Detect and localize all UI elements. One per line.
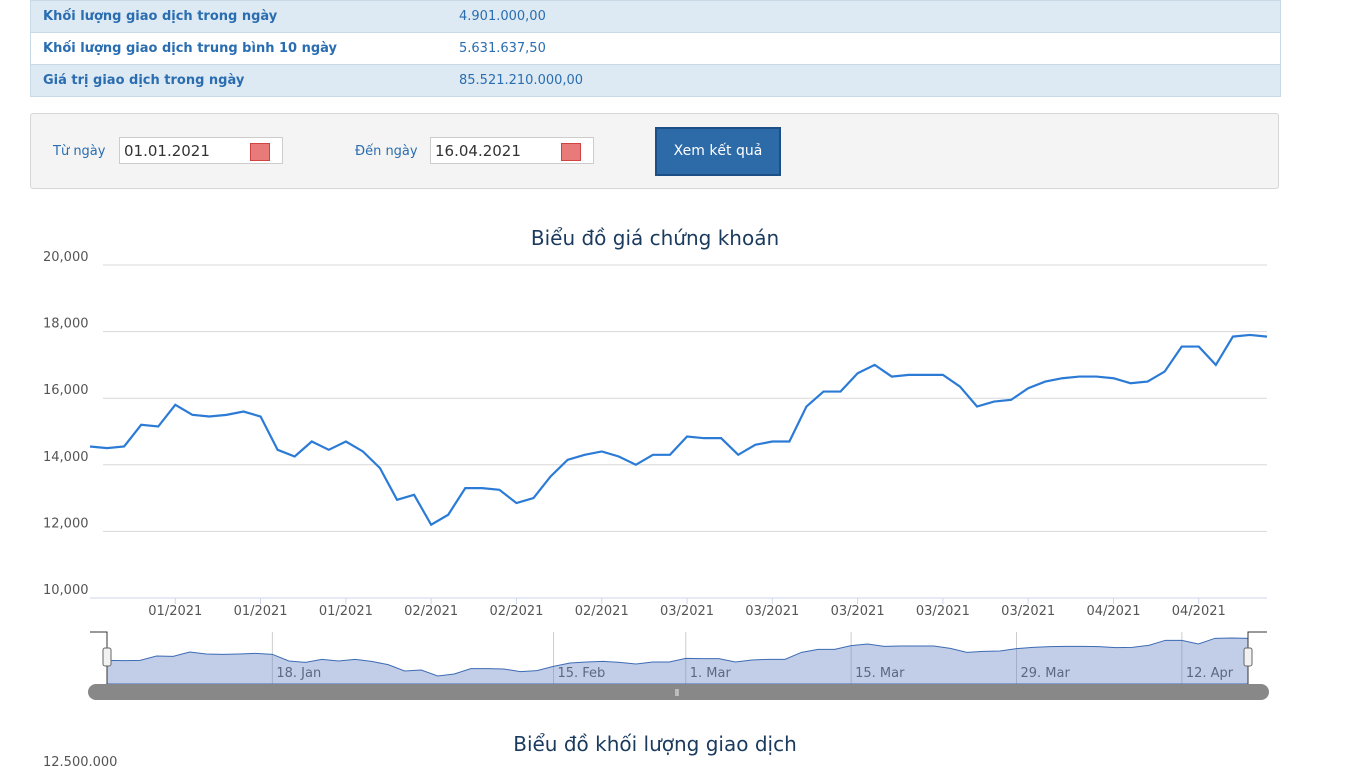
price-line (89, 333, 1268, 527)
to-input[interactable]: 16.04.2021 (430, 137, 594, 164)
submit-button[interactable]: Xem kết quả (655, 127, 781, 176)
calendar-icon[interactable] (561, 143, 581, 161)
x-tick-label: 03/2021 (745, 604, 799, 619)
row-label: Giá trị giao dịch trong ngày (43, 73, 245, 88)
row-label: Khối lượng giao dịch trung bình 10 ngày (43, 41, 337, 56)
table-row: Giá trị giao dịch trong ngày 85.521.210.0… (31, 64, 1280, 96)
x-tick-label: 03/2021 (916, 604, 970, 619)
navigator-label: 1. Mar (690, 666, 732, 681)
info-table: Khối lượng giao dịch trong ngày 4.901.000… (30, 0, 1281, 97)
y-tick-label: 18,000 (43, 317, 89, 332)
y-tick-label: 12.500.000 (43, 755, 117, 767)
y-tick-label: 10,000 (43, 583, 89, 598)
x-tick-label: 03/2021 (831, 604, 885, 619)
x-tick-label: 02/2021 (404, 604, 458, 619)
table-row: Khối lượng giao dịch trong ngày 4.901.000… (31, 0, 1280, 32)
row-value: 5.631.637,50 (459, 41, 546, 56)
navigator-outline (90, 631, 1267, 684)
y-tick-label: 16,000 (43, 383, 89, 398)
from-input[interactable]: 01.01.2021 (119, 137, 283, 164)
navigator-area (106, 637, 1249, 685)
x-tick-label: 03/2021 (1001, 604, 1055, 619)
x-tick-label: 02/2021 (575, 604, 629, 619)
from-label: Từ ngày (53, 144, 106, 159)
calendar-icon[interactable] (250, 143, 270, 161)
navigator-bg (90, 632, 1267, 684)
y-tick-label: 12,000 (43, 516, 89, 531)
y-tick-label: 20,000 (43, 250, 89, 265)
navigator-label: 29. Mar (1020, 666, 1070, 681)
row-value: 4.901.000,00 (459, 9, 546, 24)
to-label: Đến ngày (355, 144, 418, 159)
x-tick-label: 02/2021 (489, 604, 543, 619)
navigator-label: 15. Feb (557, 666, 605, 681)
x-tick-label: 01/2021 (319, 604, 373, 619)
chart-title: Biểu đồ khối lượng giao dịch (513, 732, 797, 756)
navigator-handle[interactable] (102, 647, 112, 667)
table-row: Khối lượng giao dịch trung bình 10 ngày 5… (31, 32, 1280, 64)
navigator-label: 15. Mar (855, 666, 905, 681)
y-tick-label: 14,000 (43, 450, 89, 465)
x-tick-label: 03/2021 (660, 604, 714, 619)
x-tick-label: 01/2021 (148, 604, 202, 619)
row-value: 85.521.210.000,00 (459, 73, 584, 88)
to-value: 16.04.2021 (435, 142, 521, 160)
navigator-handle[interactable] (1243, 647, 1253, 667)
navigator-label: 18. Jan (276, 666, 321, 681)
from-value: 01.01.2021 (124, 142, 210, 160)
x-tick-label: 04/2021 (1172, 604, 1226, 619)
navigator-label: 12. Apr (1186, 666, 1234, 681)
scrollbar-grip: Ⅱ (675, 688, 680, 699)
x-tick-label: 01/2021 (234, 604, 288, 619)
date-form: Từ ngày 01.01.2021 Đến ngày 16.04.2021 X… (30, 113, 1279, 189)
row-label: Khối lượng giao dịch trong ngày (43, 9, 278, 24)
scrollbar-thumb[interactable] (88, 684, 1269, 700)
chart-title: Biểu đồ giá chứng khoán (531, 226, 779, 250)
x-tick-label: 04/2021 (1086, 604, 1140, 619)
